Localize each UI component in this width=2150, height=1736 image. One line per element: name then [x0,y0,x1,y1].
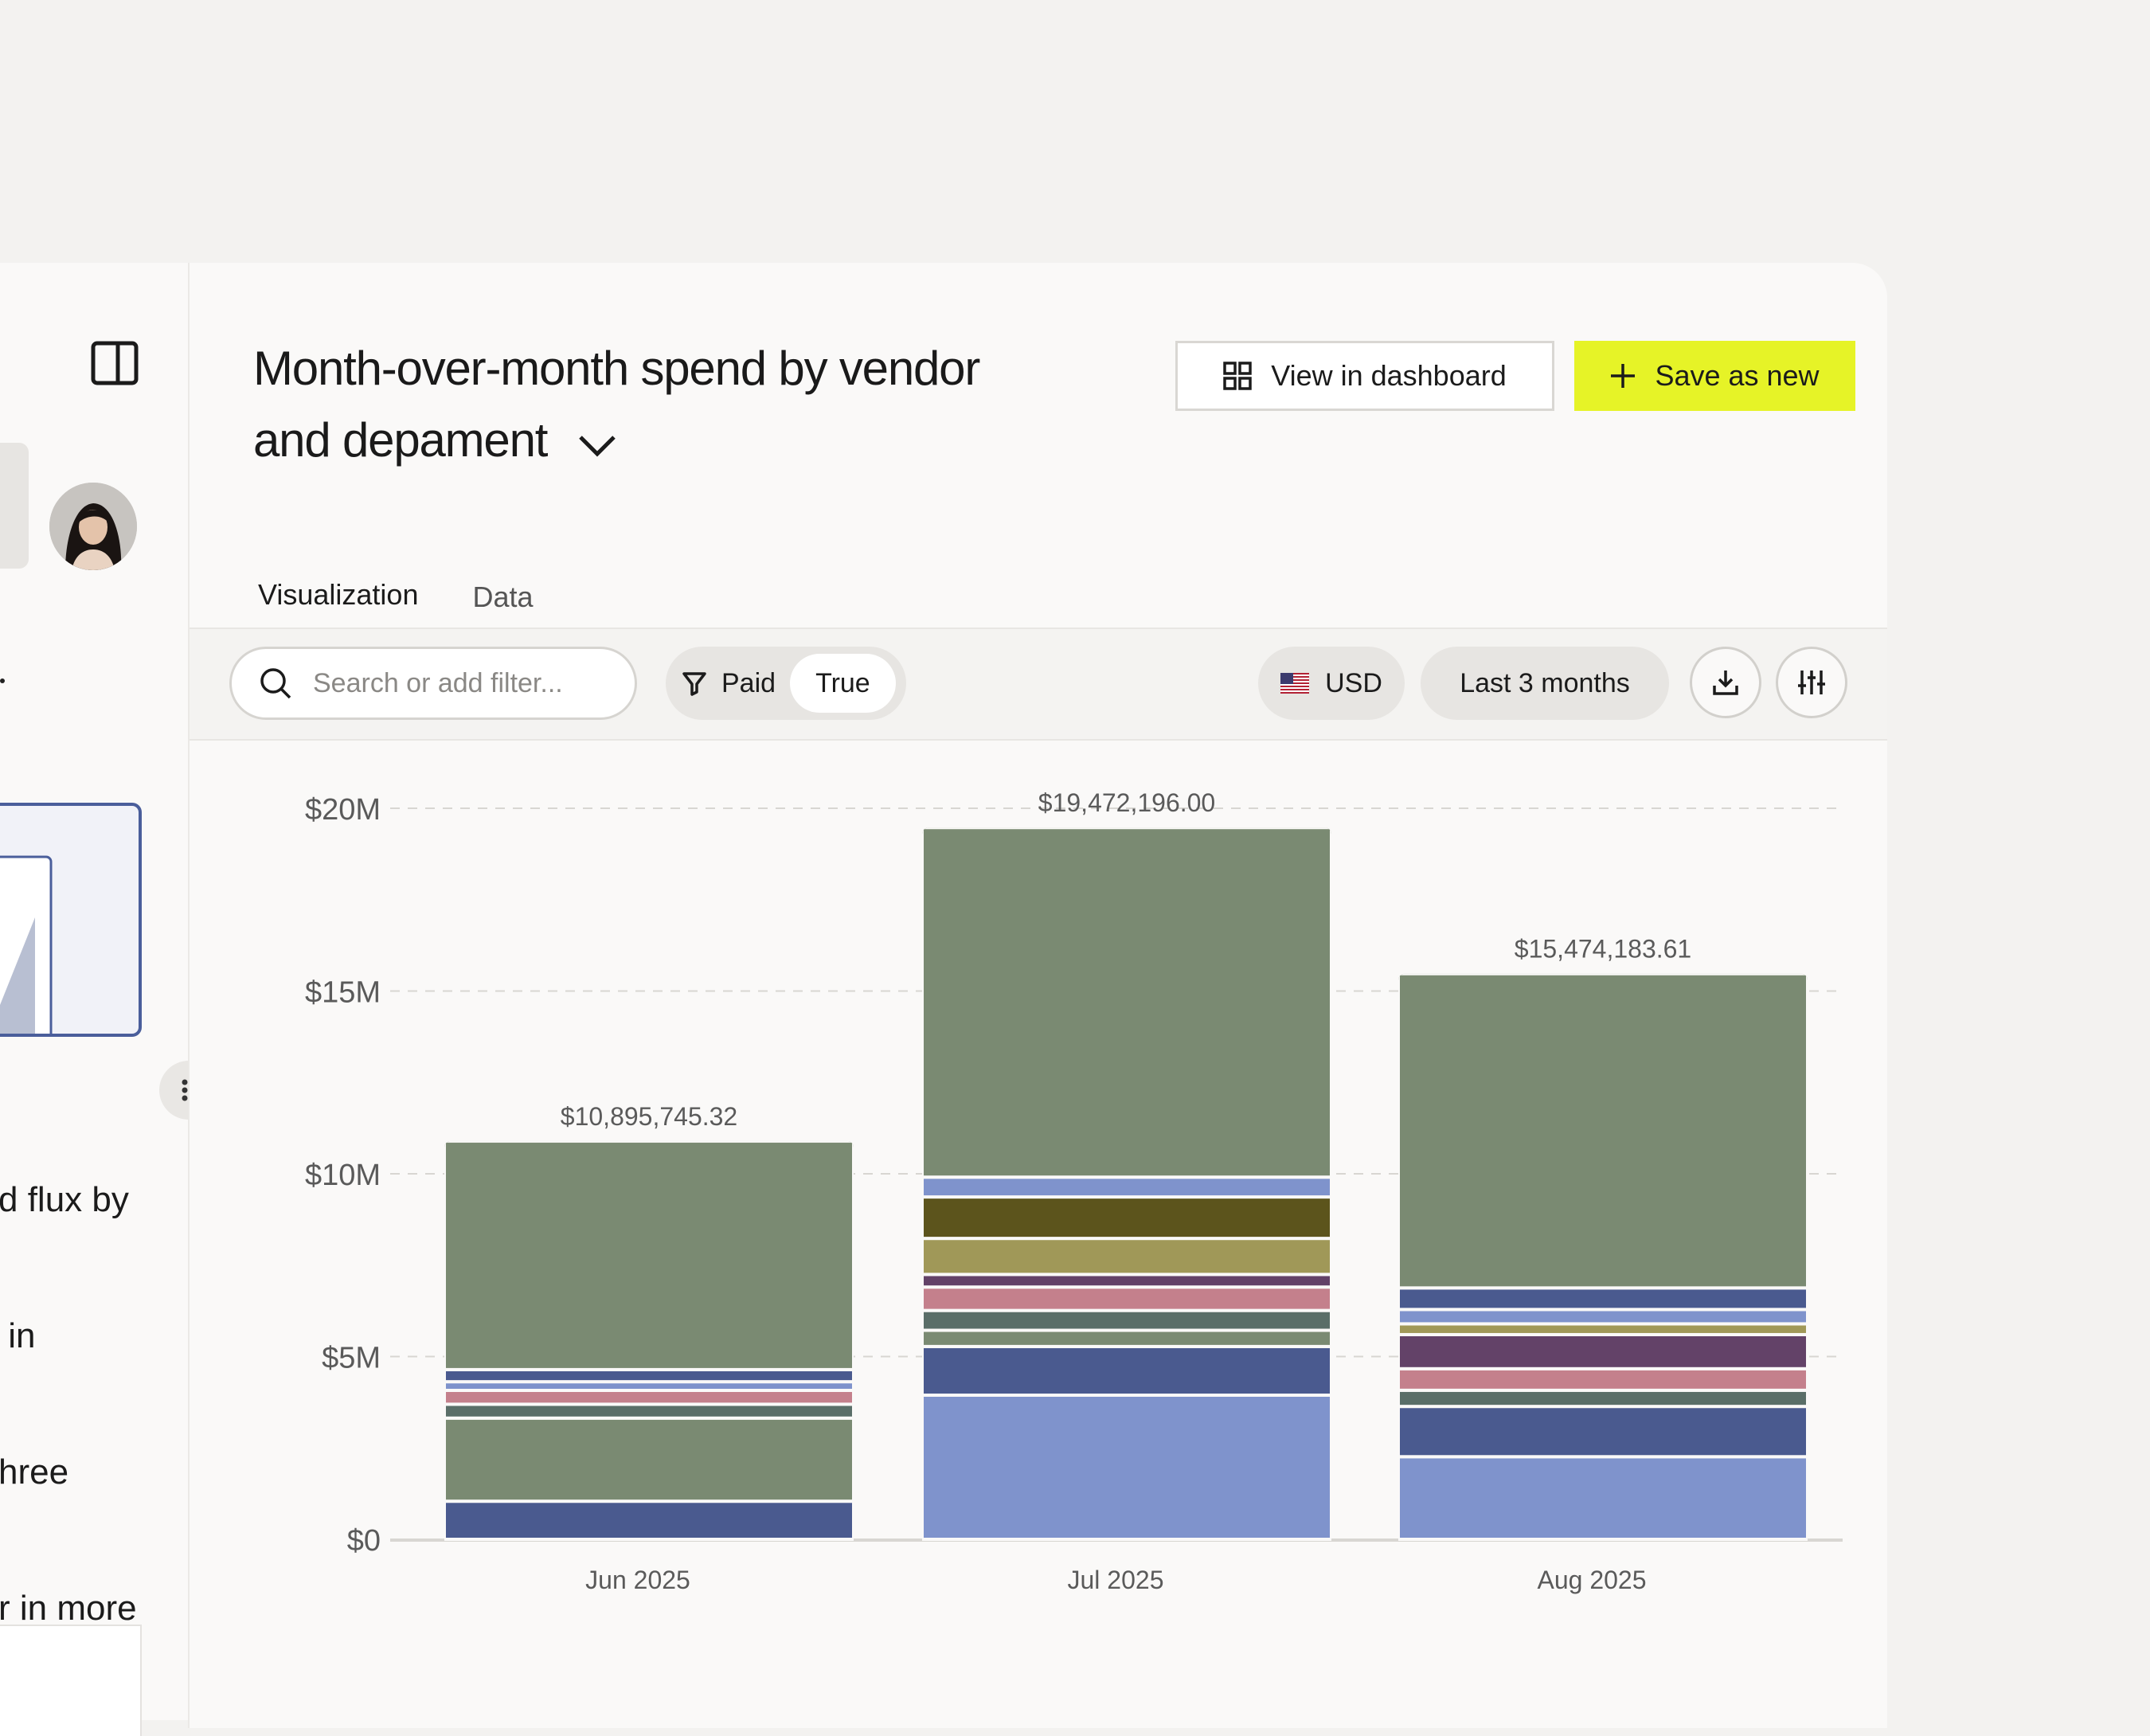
report-panel: Month-over-month spend by vendor and dep… [188,263,1887,1728]
snippet-line: in [0,1316,36,1355]
y-tick-label: $10M [305,1159,381,1192]
snippet-line: r in more [0,1589,137,1628]
bar-segment [922,1175,1331,1199]
page-title[interactable]: Month-over-month spend by vendor and dep… [253,333,1113,477]
bar-segment [1398,1367,1808,1392]
avatar[interactable] [49,483,137,570]
bar-segment [444,1140,854,1371]
bar-segment [444,1416,854,1503]
bar-segment [1398,1322,1808,1336]
bar-segment [922,1393,1331,1542]
tabs-divider [190,628,1887,629]
bar-segment [444,1402,854,1420]
bar-segment [1398,973,1808,1290]
stacked-bar-chart: $0 $5M $10M $15M $20M $10,895,745.32 Jun 2025 $… [305,788,1843,1594]
view-in-dashboard-label: View in dashboard [1271,359,1507,392]
bar-segment [1398,1405,1808,1459]
snippet-line: hree [0,1453,69,1492]
grid-icon [1223,362,1252,390]
search-input[interactable] [313,667,616,699]
bar-segment [922,1273,1331,1289]
bar-segment [1398,1286,1808,1312]
save-as-new-label: Save as new [1655,359,1820,392]
bar-segment [922,827,1331,1179]
y-tick-label: $0 [347,1524,381,1558]
currency-label: USD [1325,667,1382,698]
currency-selector[interactable]: USD [1258,647,1405,720]
x-tick-label: Jun 2025 [585,1566,690,1594]
bar-segment [1398,1332,1808,1370]
bar-segment [922,1328,1331,1348]
chart-settings-button[interactable] [1776,647,1847,718]
tab-label: Visualization [258,578,419,611]
bar-segment [922,1285,1331,1312]
search-box[interactable] [229,647,637,720]
bar-segment [1398,1388,1808,1409]
y-tick-label: $5M [322,1342,381,1375]
x-tick-label: Aug 2025 [1537,1566,1646,1594]
chevron-down-icon[interactable] [577,405,617,477]
download-icon [1713,671,1738,695]
bar-segment [444,1499,854,1542]
bar-segment [922,1195,1331,1241]
save-as-new-button[interactable]: Save as new [1574,341,1855,411]
filter-icon [682,672,706,696]
bar-segment [922,1237,1331,1277]
snippet-line: d flux by [0,1180,129,1219]
filter-bar: Paid True USD Last 3 months [190,629,1887,741]
bar-total-label: $15,474,183.61 [1515,935,1691,964]
bar-segment [444,1367,854,1384]
insight-snippet: d flux by in hree r in more [0,1086,182,1676]
y-tick-label: $15M [305,976,381,1010]
paid-filter-value[interactable]: True [790,654,896,713]
view-in-dashboard-button[interactable]: View in dashboard [1175,341,1554,411]
bar-segment [1398,1308,1808,1326]
paid-filter-chip[interactable]: Paid True [666,647,906,720]
us-flag-icon [1280,673,1310,694]
list-marker [0,678,5,683]
title-line: Month-over-month spend by vendor [253,342,980,395]
tab-data[interactable]: Data [445,549,560,645]
bar-segment [922,1308,1331,1332]
date-range-selector[interactable]: Last 3 months [1421,647,1669,720]
tab-label: Data [472,581,534,613]
date-range-label: Last 3 months [1460,667,1630,698]
search-icon [260,668,291,699]
download-button[interactable] [1690,647,1761,718]
y-tick-label: $20M [305,793,381,827]
plus-icon [1611,364,1636,388]
title-line: and depament [253,413,548,467]
panel-toggle-icon [91,341,139,385]
bar-segment [1398,1455,1808,1541]
bar-total-label: $10,895,745.32 [561,1102,737,1131]
paid-filter-label: Paid [721,667,776,698]
bar-segment [444,1389,854,1406]
chart-area: $0 $5M $10M $15M $20M $10,895,745.32 Jun 2025 $… [190,742,1889,1728]
user-portrait-icon [49,483,137,570]
chart-thumbnail-icon [0,855,53,1034]
sliders-icon [1798,671,1825,694]
sidebar-toggle-button[interactable] [91,339,139,387]
report-thumbnail[interactable] [0,803,142,1037]
bar-total-label: $19,472,196.00 [1038,788,1215,817]
bar-segment [922,1344,1331,1397]
sidebar-tab[interactable] [0,443,29,569]
sidebar-bottom-card[interactable] [0,1625,142,1736]
x-tick-label: Jul 2025 [1068,1566,1164,1594]
